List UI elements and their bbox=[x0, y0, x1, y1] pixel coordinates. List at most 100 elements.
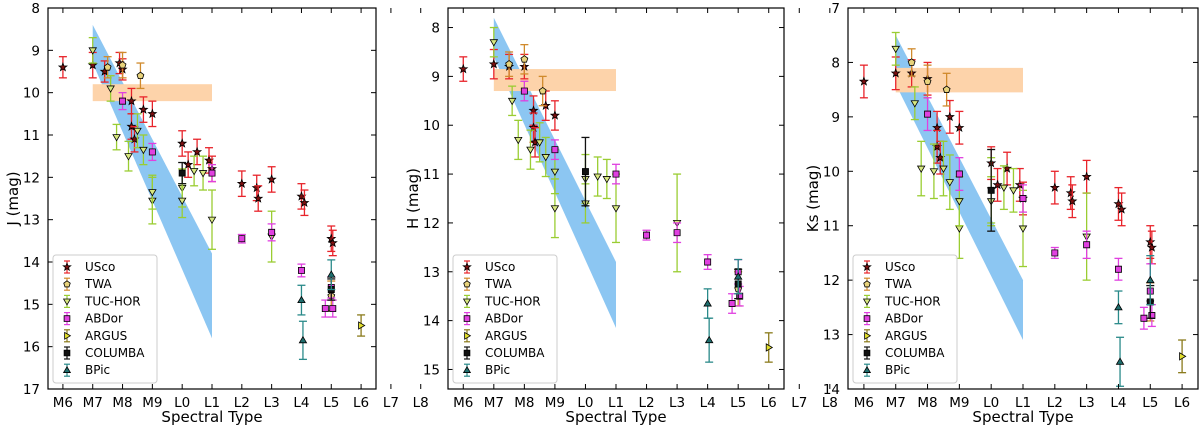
y-tick-label: 11 bbox=[823, 219, 840, 235]
data-point bbox=[321, 299, 330, 318]
data-point bbox=[138, 96, 149, 123]
marker bbox=[704, 335, 714, 344]
data-point bbox=[999, 165, 1009, 211]
legend-marker bbox=[862, 298, 872, 306]
legend-marker bbox=[62, 366, 72, 373]
marker bbox=[550, 168, 560, 177]
data-point bbox=[237, 233, 246, 244]
data-point bbox=[299, 189, 310, 217]
marker bbox=[704, 258, 712, 266]
legend-marker bbox=[63, 315, 71, 322]
marker bbox=[297, 267, 305, 274]
data-point bbox=[1114, 290, 1123, 325]
x-tick-label: L3 bbox=[669, 395, 685, 411]
y-tick-label: 15 bbox=[23, 297, 40, 313]
data-point bbox=[526, 129, 535, 170]
data-point bbox=[357, 314, 366, 337]
panel-1: M6 M7 M8 M9 L0 L1 L2 L3 L4 L5 L6 L7 L8 8 9 10 11 12 13 14 15… bbox=[4, 1, 429, 426]
marker bbox=[643, 231, 651, 239]
marker bbox=[1146, 242, 1157, 252]
marker bbox=[1114, 265, 1122, 273]
data-point bbox=[612, 163, 620, 185]
marker bbox=[593, 173, 602, 181]
legend-label-bpic: BPic bbox=[885, 363, 910, 377]
marker bbox=[505, 60, 513, 68]
x-tick-label: L2 bbox=[1047, 395, 1063, 411]
legend-label-bpic: BPic bbox=[85, 363, 110, 377]
legend-entry-columba: COLUMBA bbox=[863, 346, 945, 360]
legend-entry-columba: COLUMBA bbox=[463, 346, 545, 360]
legend-entry-twa: TWA bbox=[863, 277, 913, 291]
y-tick-label: 10 bbox=[823, 164, 840, 180]
marker bbox=[932, 122, 943, 133]
legend-label-argus: ARGUS bbox=[485, 329, 527, 343]
marker bbox=[602, 176, 612, 184]
data-point bbox=[1139, 306, 1148, 330]
marker bbox=[955, 170, 963, 178]
data-point bbox=[208, 163, 216, 183]
legend-marker bbox=[862, 366, 872, 373]
y-tick-label: 8 bbox=[31, 1, 40, 17]
y-tick-label: 16 bbox=[23, 340, 40, 356]
data-point bbox=[147, 100, 158, 128]
marker bbox=[266, 174, 277, 184]
marker bbox=[1179, 352, 1187, 361]
marker bbox=[550, 205, 560, 213]
x-tick-label: L5 bbox=[323, 395, 339, 411]
data-point bbox=[177, 130, 188, 157]
marker bbox=[327, 237, 338, 248]
y-tick-label: 14 bbox=[23, 255, 40, 271]
data-point bbox=[891, 31, 901, 66]
data-point bbox=[1082, 230, 1091, 260]
data-point bbox=[1050, 246, 1059, 260]
data-point bbox=[1049, 170, 1060, 205]
marker bbox=[612, 170, 620, 178]
marker bbox=[88, 47, 98, 55]
marker bbox=[183, 159, 194, 169]
marker bbox=[923, 77, 932, 85]
legend-label-columba: COLUMBA bbox=[85, 346, 145, 360]
series-usco bbox=[57, 51, 338, 257]
x-tick-label: L4 bbox=[1110, 395, 1126, 411]
marker bbox=[268, 228, 276, 236]
y-tick-label: 12 bbox=[23, 170, 40, 186]
marker bbox=[118, 61, 127, 69]
data-point bbox=[1009, 167, 1018, 213]
marker bbox=[858, 76, 869, 86]
data-point bbox=[178, 161, 187, 185]
legend-marker bbox=[863, 280, 871, 288]
y-tick-label: 13 bbox=[823, 328, 840, 344]
x-tick-label: L5 bbox=[730, 395, 746, 411]
series-tuchor bbox=[891, 31, 1091, 281]
data-point bbox=[939, 140, 948, 197]
y-tick-label: 11 bbox=[423, 167, 440, 183]
x-tick-label: M8 bbox=[514, 395, 534, 411]
marker bbox=[1116, 204, 1127, 214]
legend-label-argus: ARGUS bbox=[885, 329, 927, 343]
data-point bbox=[198, 155, 208, 191]
legend-label-abdor: ABDor bbox=[85, 312, 123, 326]
marker bbox=[1145, 236, 1156, 247]
legend-label-tuchor: TUC-HOR bbox=[84, 294, 141, 308]
marker bbox=[189, 168, 199, 176]
y-tick-label: 14 bbox=[423, 314, 440, 330]
x-tick-label: M7 bbox=[83, 395, 103, 411]
data-point bbox=[253, 185, 264, 212]
series-usco bbox=[858, 56, 1157, 265]
marker bbox=[513, 136, 523, 145]
data-point bbox=[458, 56, 469, 82]
legend-label-tuchor: TUC-HOR bbox=[884, 294, 941, 308]
data-point bbox=[704, 317, 714, 363]
marker bbox=[147, 108, 158, 119]
legend-label-columba: COLUMBA bbox=[485, 346, 545, 360]
legend-box bbox=[852, 254, 958, 384]
marker bbox=[929, 168, 939, 176]
data-point bbox=[103, 56, 112, 79]
legend-marker bbox=[462, 366, 472, 373]
data-point bbox=[326, 259, 336, 291]
x-tick-label: M9 bbox=[545, 395, 565, 411]
legend-marker bbox=[463, 349, 471, 357]
data-point bbox=[945, 154, 955, 211]
data-point bbox=[907, 48, 916, 77]
data-point bbox=[642, 229, 651, 241]
